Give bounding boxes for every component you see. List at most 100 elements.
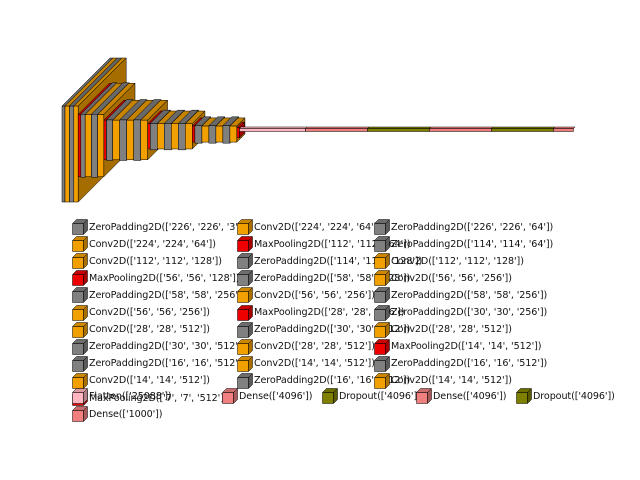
cube-side-face bbox=[83, 338, 88, 355]
legend-label: Conv2D(['56', '56', '256']) bbox=[254, 289, 375, 301]
legend-item: Conv2D(['224', '224', '64']) bbox=[72, 235, 216, 253]
legend-item: ZeroPadding2D(['58', '58', '128']) bbox=[237, 269, 410, 287]
layer-cube-icon bbox=[237, 321, 253, 338]
cube-front-face bbox=[237, 274, 249, 287]
cube-front-face bbox=[237, 257, 249, 269]
legend-item: Conv2D(['112', '112', '128']) bbox=[374, 252, 524, 270]
layer-cube-icon bbox=[374, 270, 390, 287]
cube-front-face bbox=[374, 325, 386, 338]
layer-cube-icon bbox=[237, 236, 253, 252]
cube-side-face bbox=[83, 304, 88, 321]
cube-side-face bbox=[248, 321, 253, 338]
legend-label: Conv2D(['224', '224', '64']) bbox=[89, 238, 216, 250]
legend-item: ZeroPadding2D(['16', '16', '512']) bbox=[72, 355, 245, 373]
legend-label: ZeroPadding2D(['30', '30', '512']) bbox=[89, 341, 246, 353]
legend-label: ZeroPadding2D(['58', '58', '256']) bbox=[89, 289, 246, 301]
legend-item: Conv2D(['224', '224', '64']) bbox=[237, 218, 381, 236]
cube-front-face bbox=[72, 342, 84, 355]
legend-label: Conv2D(['14', '14', '512']) bbox=[254, 358, 375, 370]
layer-cube-icon bbox=[72, 304, 88, 321]
cube-front-face bbox=[374, 223, 386, 235]
cube-front-face bbox=[374, 257, 386, 269]
cube-side-face bbox=[248, 356, 253, 372]
legend-item: ZeroPadding2D(['114', '114', '64']) bbox=[374, 235, 553, 253]
legend-item: ZeroPadding2D(['114', '114', '128']) bbox=[237, 252, 422, 270]
legend-label: Conv2D(['14', '14', '512']) bbox=[391, 375, 512, 387]
layer-cube-icon bbox=[237, 304, 253, 321]
cube-front-face bbox=[322, 392, 334, 404]
legend-item: Conv2D(['56', '56', '256']) bbox=[72, 304, 210, 322]
legend-item: ZeroPadding2D(['16', '16', '512']) bbox=[374, 355, 547, 373]
legend-label: Conv2D(['28', '28', '512']) bbox=[89, 324, 210, 336]
layer-cube-icon bbox=[72, 356, 88, 372]
legend-label: Conv2D(['112', '112', '128']) bbox=[391, 255, 524, 267]
layer-cube-icon bbox=[374, 287, 390, 304]
cube-front-face bbox=[72, 274, 84, 287]
cube-side-face bbox=[83, 236, 88, 252]
layer-cube-icon bbox=[222, 388, 238, 404]
cube-side-face bbox=[385, 321, 390, 338]
layer-cube-icon bbox=[374, 373, 390, 389]
cube-front-face bbox=[237, 308, 249, 321]
cube-side-face bbox=[385, 356, 390, 372]
layer-cube-icon bbox=[72, 321, 88, 338]
legend-item: MaxPooling2D(['28', '28', '256']) bbox=[237, 304, 405, 322]
cube-side-face bbox=[233, 388, 238, 404]
layer-cube-icon bbox=[237, 356, 253, 372]
layer-cube-icon bbox=[72, 406, 88, 422]
legend-label: ZeroPadding2D(['226', '226', '64']) bbox=[391, 221, 554, 233]
layer-cube-icon bbox=[516, 388, 532, 404]
cube-side-face bbox=[385, 338, 390, 355]
layer-cube-icon bbox=[72, 338, 88, 355]
cube-front-face bbox=[72, 240, 84, 252]
legend-item: MaxPooling2D(['56', '56', '128']) bbox=[72, 269, 240, 287]
cube-front-face bbox=[72, 392, 84, 404]
legend-item: Conv2D(['28', '28', '512']) bbox=[237, 338, 375, 356]
cube-front-face bbox=[374, 360, 386, 372]
layer-cube-icon bbox=[237, 338, 253, 355]
legend-item: ZeroPadding2D(['58', '58', '256']) bbox=[374, 286, 547, 304]
legend-item: MaxPooling2D(['112', '112', '64']) bbox=[237, 235, 411, 253]
cube-side-face bbox=[248, 219, 253, 235]
cube-side-face bbox=[248, 270, 253, 287]
legend-label: Dense(['4096']) bbox=[239, 390, 313, 402]
cube-side-face bbox=[385, 236, 390, 252]
legend-label: MaxPooling2D(['112', '112', '64']) bbox=[254, 238, 411, 250]
legend-item: Conv2D(['28', '28', '512']) bbox=[374, 321, 512, 339]
layer-cube-icon bbox=[374, 321, 390, 338]
legend-label: MaxPooling2D(['14', '14', '512']) bbox=[391, 341, 542, 353]
legend-label: Dropout(['4096']) bbox=[533, 390, 615, 402]
legend-item: Dropout(['4096']) bbox=[322, 387, 421, 405]
layer-cube-icon bbox=[72, 236, 88, 252]
layer-cube-icon bbox=[374, 219, 390, 235]
legend-label: ZeroPadding2D(['58', '58', '128']) bbox=[254, 272, 411, 284]
legend-label: ZeroPadding2D(['30', '30', '256']) bbox=[391, 307, 548, 318]
layer-top-face bbox=[553, 126, 576, 129]
cube-side-face bbox=[83, 253, 88, 269]
legend-label: Conv2D(['28', '28', '512']) bbox=[391, 324, 512, 336]
cube-side-face bbox=[83, 270, 88, 287]
layer-cube-icon bbox=[72, 270, 88, 287]
cube-front-face bbox=[237, 360, 249, 372]
layer-cube-icon bbox=[322, 388, 338, 404]
legend-label: ZeroPadding2D(['16', '16', '512']) bbox=[89, 358, 246, 370]
cube-front-face bbox=[237, 325, 249, 338]
legend-label: Conv2D(['112', '112', '128']) bbox=[89, 255, 222, 267]
cube-side-face bbox=[83, 287, 88, 304]
layer-cube-icon bbox=[237, 253, 253, 269]
layer-block-dense bbox=[553, 126, 576, 132]
cube-front-face bbox=[72, 360, 84, 372]
legend-label: Dense(['1000']) bbox=[89, 408, 163, 420]
legend-label: ZeroPadding2D(['58', '58', '256']) bbox=[391, 289, 548, 301]
cube-side-face bbox=[248, 338, 253, 355]
cube-side-face bbox=[83, 356, 88, 372]
legend-item: Conv2D(['14', '14', '512']) bbox=[374, 372, 512, 390]
legend-label: Conv2D(['56', '56', '256']) bbox=[89, 307, 210, 318]
legend-item: Dense(['4096']) bbox=[222, 387, 313, 405]
legend-item: Conv2D(['56', '56', '256']) bbox=[237, 286, 375, 304]
legend-label: ZeroPadding2D(['114', '114', '64']) bbox=[391, 238, 554, 250]
cube-side-face bbox=[248, 287, 253, 304]
legend-item: ZeroPadding2D(['30', '30', '512']) bbox=[237, 321, 410, 339]
legend-item: ZeroPadding2D(['16', '16', '512']) bbox=[237, 372, 410, 390]
